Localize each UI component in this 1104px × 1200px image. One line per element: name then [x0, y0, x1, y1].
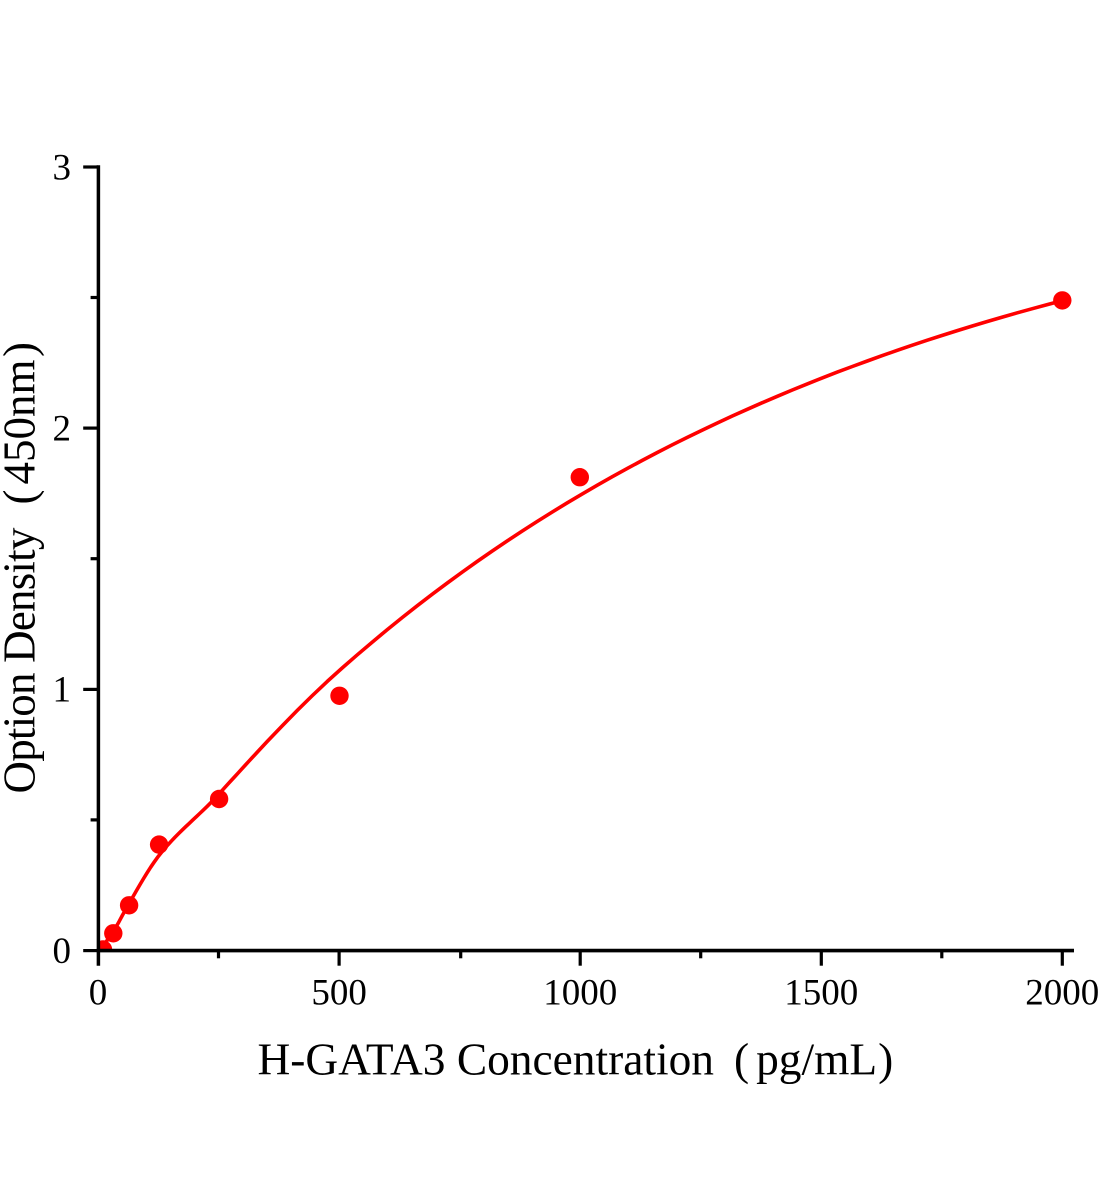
svg-text:2000: 2000 — [1025, 973, 1099, 1014]
svg-text:1000: 1000 — [543, 973, 617, 1014]
svg-text:3: 3 — [53, 147, 72, 188]
svg-text:2: 2 — [53, 408, 72, 449]
svg-text:1: 1 — [53, 670, 72, 711]
svg-text:(: ( — [0, 490, 45, 505]
svg-text:1500: 1500 — [784, 973, 858, 1014]
svg-text:0: 0 — [89, 973, 108, 1014]
svg-text:Option Density: Option Density — [0, 527, 45, 793]
svg-text:): ) — [0, 342, 45, 357]
svg-text:450nm: 450nm — [0, 359, 45, 484]
svg-text:0: 0 — [53, 931, 72, 972]
svg-text:500: 500 — [311, 973, 367, 1014]
svg-text:H-GATA3 Concentration(pg/mL): H-GATA3 Concentration(pg/mL) — [258, 1035, 894, 1085]
